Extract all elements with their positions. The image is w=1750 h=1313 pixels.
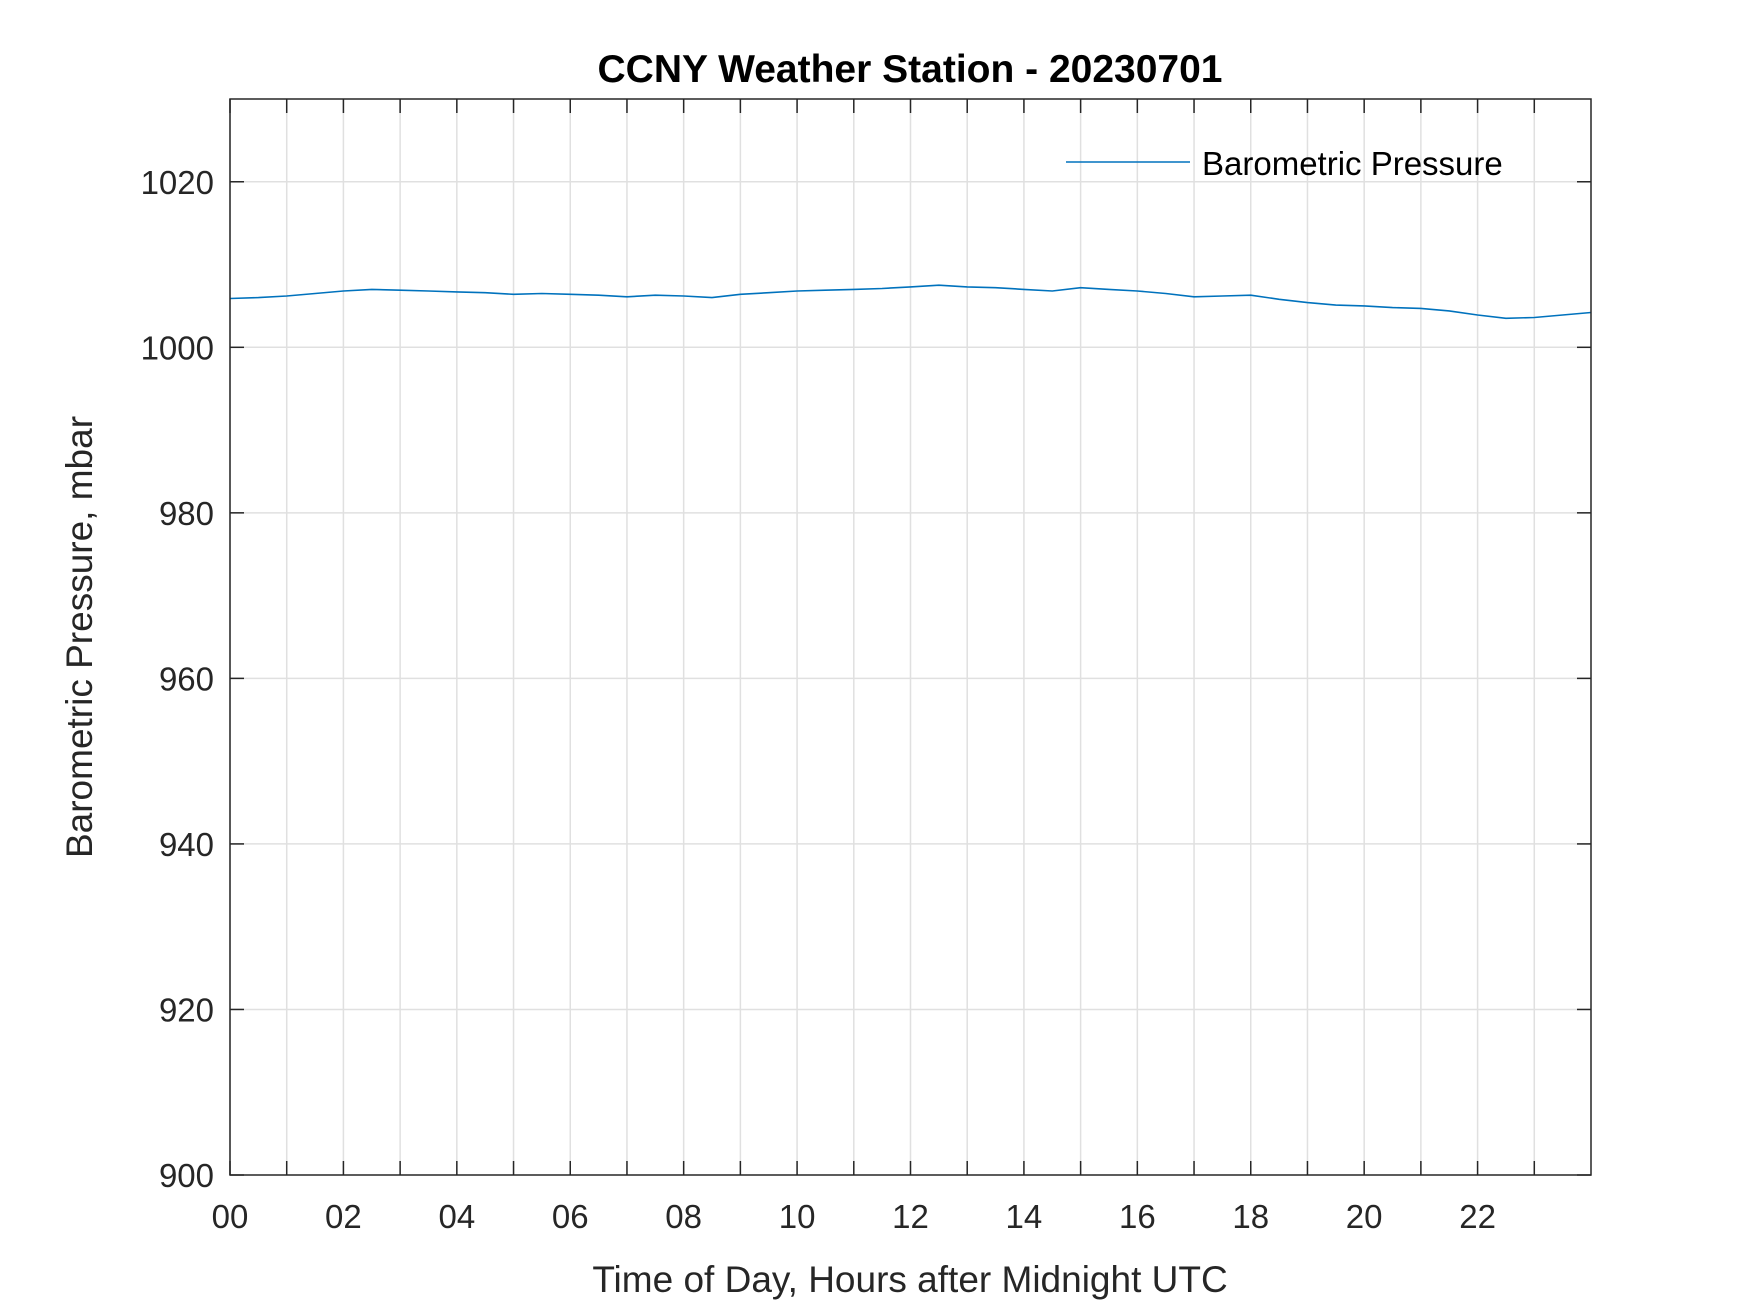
x-tick-label: 08 (665, 1198, 702, 1235)
x-tick-label: 10 (779, 1198, 816, 1235)
legend-label-barometric-pressure: Barometric Pressure (1202, 145, 1503, 182)
x-tick-label: 12 (892, 1198, 929, 1235)
x-tick-label: 16 (1119, 1198, 1156, 1235)
chart-title: CCNY Weather Station - 20230701 (598, 48, 1223, 91)
x-tick-label: 02 (325, 1198, 362, 1235)
x-tick-label: 04 (438, 1198, 475, 1235)
y-tick-label: 920 (159, 991, 214, 1028)
ticks: 00 02 04 06 08 10 12 14 16 18 20 22 900 920 940 960 980 1… (141, 99, 1591, 1235)
x-tick-label: 00 (212, 1198, 249, 1235)
y-tick-label: 980 (159, 495, 214, 532)
y-tick-label: 1020 (141, 164, 214, 201)
x-tick-label: 20 (1346, 1198, 1383, 1235)
x-axis-label: Time of Day, Hours after Midnight UTC (592, 1259, 1227, 1300)
x-tick-label: 18 (1232, 1198, 1269, 1235)
series-line-barometric-pressure (229, 284, 1592, 320)
x-tick-label: 22 (1459, 1198, 1496, 1235)
y-tick-label: 1000 (141, 329, 214, 366)
y-axis-label: Barometric Pressure, mbar (59, 416, 100, 858)
y-tick-label: 960 (159, 660, 214, 697)
plot-frame (229, 98, 1592, 1176)
legend: Barometric Pressure (1066, 145, 1503, 182)
series-layer (229, 284, 1592, 320)
grid (229, 99, 1591, 1175)
x-tick-label: 14 (1006, 1198, 1043, 1235)
y-tick-label: 900 (159, 1157, 214, 1194)
y-tick-label: 940 (159, 826, 214, 863)
x-tick-label: 06 (552, 1198, 589, 1235)
